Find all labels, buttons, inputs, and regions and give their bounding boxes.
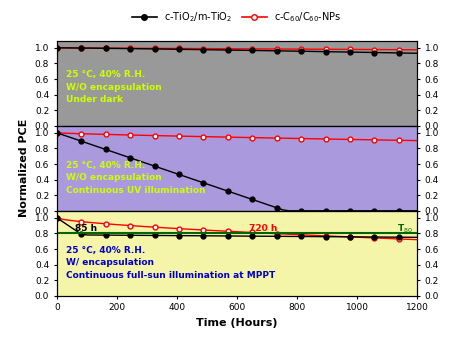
Text: T$_{80}$: T$_{80}$ xyxy=(397,222,412,235)
Text: 25 °C, 40% R.H.: 25 °C, 40% R.H. xyxy=(66,70,145,80)
Text: Under dark: Under dark xyxy=(66,96,123,104)
Text: 85 h: 85 h xyxy=(75,224,97,233)
Text: W/O encapsulation: W/O encapsulation xyxy=(66,173,162,182)
Text: 25 °C, 40% R.H.: 25 °C, 40% R.H. xyxy=(66,246,145,255)
Text: 25 °C, 40% R.H.: 25 °C, 40% R.H. xyxy=(66,161,145,170)
Text: W/O encapsulation: W/O encapsulation xyxy=(66,83,162,92)
X-axis label: Time (Hours): Time (Hours) xyxy=(196,318,278,328)
Text: W/ encapsulation: W/ encapsulation xyxy=(66,258,154,267)
Y-axis label: Normalized PCE: Normalized PCE xyxy=(19,119,29,218)
Text: 720 h: 720 h xyxy=(249,224,277,233)
Text: Continuous full-sun illumination at MPPT: Continuous full-sun illumination at MPPT xyxy=(66,271,275,280)
Legend: c-TiO$_2$/m-TiO$_2$, c-C$_{60}$/C$_{60}$-NPs: c-TiO$_2$/m-TiO$_2$, c-C$_{60}$/C$_{60}$… xyxy=(128,6,346,28)
Text: Continuous UV illumination: Continuous UV illumination xyxy=(66,186,205,195)
